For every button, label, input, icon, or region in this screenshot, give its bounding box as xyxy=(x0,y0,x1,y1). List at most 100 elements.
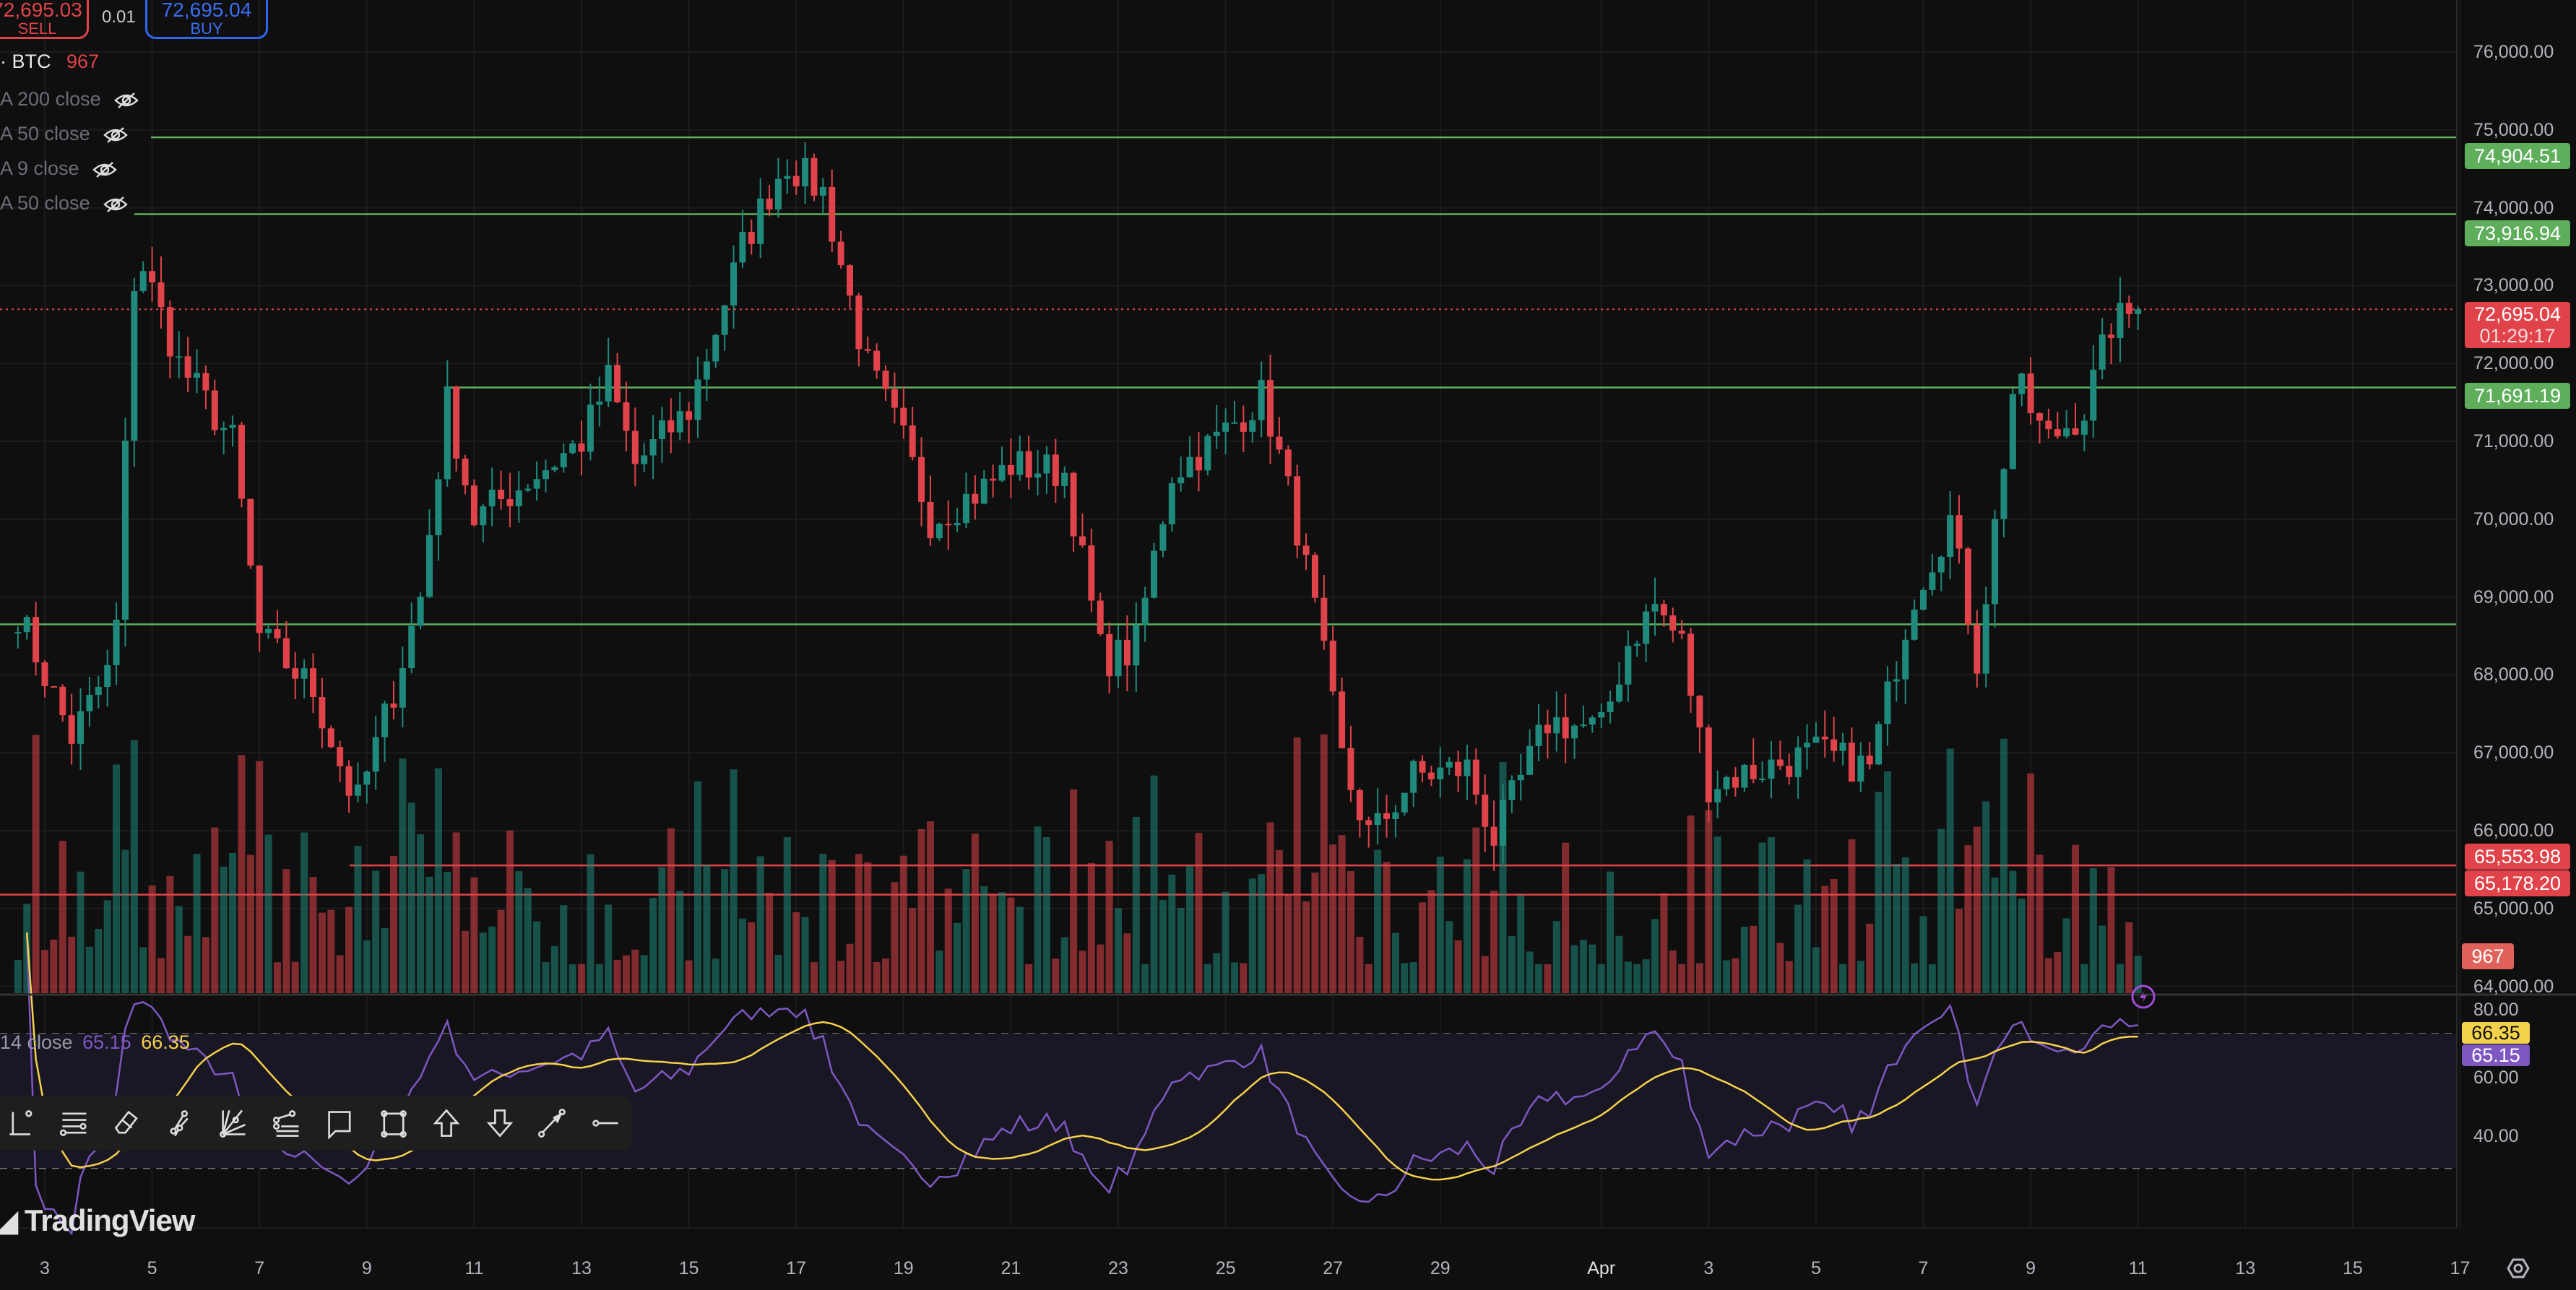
volume-bar xyxy=(542,962,550,993)
eye-hidden-icon[interactable] xyxy=(103,196,128,213)
candle-body xyxy=(506,499,514,506)
volume-legend[interactable]: · BTC 967 xyxy=(0,51,99,73)
alert-icon[interactable] xyxy=(2131,984,2156,1009)
drawing-toolbar xyxy=(0,1096,632,1151)
volume-bar xyxy=(2107,867,2115,993)
level-label-74904[interactable]: 74,904.51 xyxy=(2465,143,2570,169)
candle-body xyxy=(399,668,406,708)
volume-bar xyxy=(1025,964,1033,993)
price-tick: 75,000.00 xyxy=(2473,119,2554,140)
indicator-legend-row[interactable]: A 50 close xyxy=(0,192,128,215)
volume-bar xyxy=(899,855,907,993)
fib-fan-tool[interactable] xyxy=(208,1101,261,1145)
candle-body xyxy=(667,420,675,433)
candle-body xyxy=(319,697,326,729)
candle-body xyxy=(2045,420,2052,430)
volume-bar xyxy=(1365,964,1373,993)
volume-bar xyxy=(113,764,121,993)
candle-body xyxy=(990,478,997,481)
volume-bar xyxy=(1705,810,1713,993)
volume-bar xyxy=(1562,842,1570,993)
time-label: 27 xyxy=(1323,1258,1344,1278)
candle-body xyxy=(829,186,836,242)
volume-bar xyxy=(560,905,568,993)
sell-button[interactable]: 72,695.03 SELL xyxy=(0,0,89,39)
arrow-tool[interactable] xyxy=(526,1101,579,1145)
rsi-legend[interactable]: 14 close 65.15 66.35 xyxy=(0,1031,190,1054)
indicator-legend-row[interactable]: A 200 close xyxy=(0,88,139,111)
eye-hidden-icon[interactable] xyxy=(103,126,128,144)
volume-bar xyxy=(1490,891,1498,993)
candle-body xyxy=(2009,394,2016,469)
rectangle-tool[interactable] xyxy=(367,1101,420,1145)
volume-bar xyxy=(1347,871,1354,993)
callout-tool[interactable] xyxy=(314,1101,367,1145)
volume-bar xyxy=(909,908,917,993)
candle-body xyxy=(784,176,791,179)
volume-bar xyxy=(264,834,272,993)
volume-bar xyxy=(1060,937,1068,993)
volume-bar xyxy=(980,886,988,993)
buy-button[interactable]: 72,695.04 BUY xyxy=(145,0,268,39)
candle-body xyxy=(703,361,710,380)
volume-bar xyxy=(238,755,246,993)
volume-bar xyxy=(417,834,425,993)
candle-body xyxy=(873,350,881,371)
vertical-line-tool[interactable] xyxy=(0,1101,48,1145)
order-quantity[interactable]: 0.01 xyxy=(102,7,136,27)
volume-bar xyxy=(462,930,470,993)
candle-body xyxy=(1857,756,1864,782)
volume-bar xyxy=(2125,922,2133,993)
arrow-down-tool[interactable] xyxy=(473,1101,526,1145)
volume-label: 967 xyxy=(2462,943,2514,969)
volume-bar xyxy=(766,893,774,993)
horizontal-ray-tool[interactable] xyxy=(579,1101,632,1145)
level-label-65553[interactable]: 65,553.98 xyxy=(2465,844,2570,870)
volume-bar xyxy=(2044,958,2052,993)
candle-body xyxy=(578,443,585,452)
parallel-channel-tool[interactable] xyxy=(155,1101,207,1145)
volume-bar xyxy=(68,936,76,993)
candle-body xyxy=(855,295,863,350)
rsi-label: 14 close xyxy=(0,1031,73,1053)
horizontal-lines-tool[interactable] xyxy=(48,1101,101,1145)
candle-body xyxy=(229,425,236,428)
candle-body xyxy=(1768,759,1775,779)
eraser-tool[interactable] xyxy=(102,1101,155,1145)
volume-bar xyxy=(944,888,952,993)
candle-body xyxy=(972,493,979,504)
candle-body xyxy=(1249,420,1256,432)
arrow-up-tool[interactable] xyxy=(420,1101,472,1145)
time-label: 9 xyxy=(2026,1258,2036,1278)
indicator-legend-row[interactable]: A 50 close xyxy=(0,123,128,145)
settings-icon[interactable] xyxy=(2507,1258,2530,1278)
volume-bar xyxy=(676,891,684,993)
candle-body xyxy=(524,488,532,490)
level-label-71691[interactable]: 71,691.19 xyxy=(2465,383,2570,409)
volume-bar xyxy=(935,951,943,993)
volume-bar xyxy=(1713,836,1721,993)
volume-bar xyxy=(336,955,344,993)
candle-body xyxy=(238,425,245,499)
candle-body xyxy=(425,535,433,597)
candle-body xyxy=(694,379,701,420)
candle-body xyxy=(2036,413,2043,421)
level-label-65178[interactable]: 65,178.20 xyxy=(2465,870,2570,896)
eye-hidden-icon[interactable] xyxy=(92,161,117,178)
candle-body xyxy=(1016,451,1024,475)
volume-bar xyxy=(479,932,487,993)
candle-body xyxy=(1222,423,1229,432)
volume-bar xyxy=(327,909,335,993)
candles xyxy=(14,142,2142,871)
indicator-legend-row[interactable]: A 9 close xyxy=(0,157,117,180)
volume-bar xyxy=(1607,871,1615,993)
volume-bar xyxy=(730,769,738,993)
level-label-73916[interactable]: 73,916.94 xyxy=(2465,220,2570,246)
rsi-tick: 80.00 xyxy=(2473,1000,2519,1020)
candle-body xyxy=(1097,600,1104,634)
volume-bar xyxy=(372,870,380,993)
pitchfork-tool[interactable] xyxy=(261,1101,314,1145)
eye-hidden-icon[interactable] xyxy=(113,92,139,109)
candle-body xyxy=(569,443,576,454)
